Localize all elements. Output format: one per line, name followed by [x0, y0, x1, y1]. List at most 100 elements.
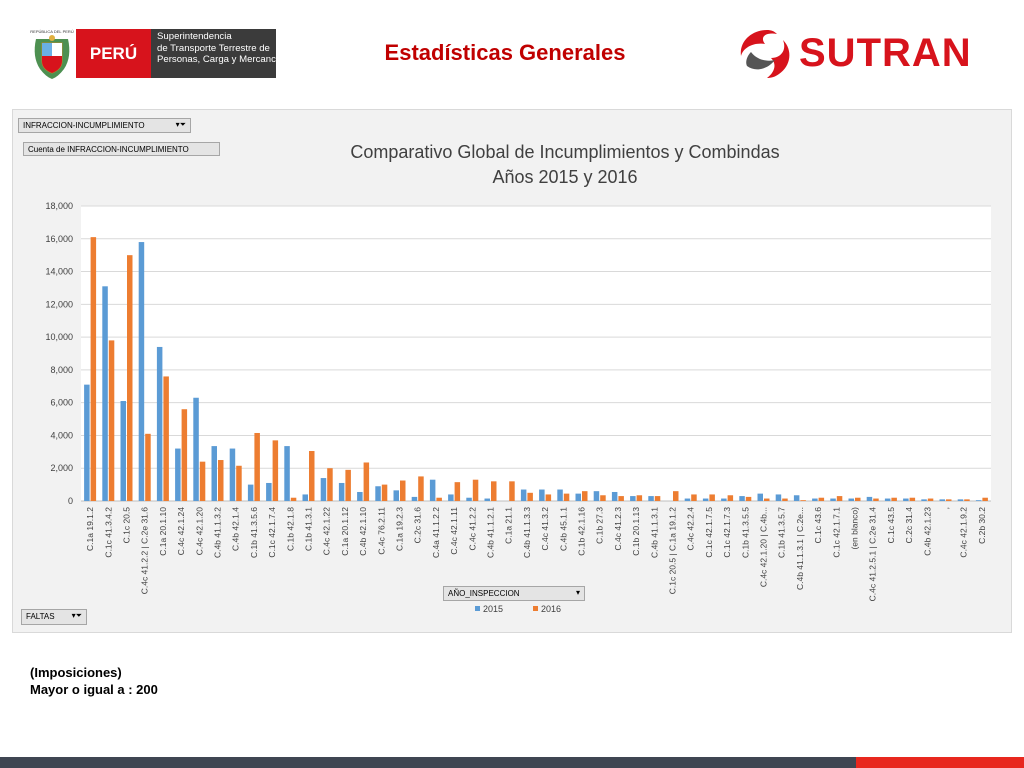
bar-2016	[163, 376, 169, 501]
bar-2015	[466, 497, 472, 501]
legend-field-button[interactable]: AÑO_INSPECCION ▾	[443, 586, 585, 601]
bar-2015	[830, 498, 836, 501]
bar-2016	[127, 255, 133, 501]
bar-2015	[921, 499, 927, 501]
bar-2016	[181, 409, 188, 501]
x-tick-label: C.4c 76.2.11	[376, 507, 386, 555]
bar-2016	[782, 498, 788, 501]
bar-2016	[818, 497, 825, 501]
bottom-bar-accent	[856, 757, 1024, 768]
filter-field-label: INFRACCION-INCUMPLIMIENTO	[23, 121, 145, 130]
x-tick-label: C.4b 41.1.3.1 | C.2e...	[795, 507, 805, 590]
bar-2016	[454, 482, 461, 501]
y-tick-label: 14,000	[45, 267, 73, 277]
bar-2016	[745, 496, 752, 501]
bar-2016	[400, 480, 406, 501]
bar-2015	[84, 384, 90, 501]
x-tick-label: C.4c 42.1.22	[322, 507, 332, 555]
bar-2015	[757, 493, 763, 501]
bar-2015	[611, 491, 618, 501]
bar-2016	[946, 499, 952, 501]
bar-2016	[709, 494, 715, 501]
y-tick-label: 16,000	[45, 234, 73, 244]
bar-2015	[357, 491, 363, 501]
bar-2016	[272, 440, 279, 501]
axis-field-button[interactable]: FALTAS ▾⏷	[21, 609, 87, 625]
bar-2016	[891, 497, 897, 501]
x-tick-label: C.1a 19.2.3	[395, 507, 405, 551]
bar-2015	[302, 494, 308, 501]
legend-swatch	[475, 606, 480, 611]
value-field-button[interactable]: Cuenta de INFRACCION-INCUMPLIMIENTO	[23, 142, 220, 156]
x-tick-label: C.1c 42.1.7.4	[267, 507, 277, 558]
bar-2015	[739, 496, 745, 501]
bar-2016	[108, 340, 115, 501]
y-tick-label: 0	[68, 496, 73, 506]
page-title: Estadísticas Generales	[384, 40, 626, 65]
bottom-bar	[0, 757, 1024, 768]
bar-2015	[630, 496, 636, 501]
dropdown-arrow-icon: ▾	[575, 588, 580, 597]
bar-2016	[381, 484, 388, 501]
y-tick-label: 12,000	[45, 299, 73, 309]
bar-2015	[320, 478, 327, 501]
value-field-label: Cuenta de INFRACCION-INCUMPLIMIENTO	[28, 145, 189, 154]
bar-2016	[727, 495, 734, 501]
x-tick-label: C.1c 42.1.7.3	[722, 507, 732, 558]
y-tick-label: 6,000	[50, 398, 73, 408]
agency-line: Personas, Carga y Mercancías	[157, 54, 289, 65]
x-tick-label: C.1c 43.6	[813, 507, 823, 544]
bar-2016	[982, 497, 988, 501]
x-tick-label: C.1b 42.1.16	[577, 507, 587, 556]
bar-2016	[327, 468, 333, 501]
bar-2016	[673, 491, 679, 501]
bar-2016	[90, 237, 97, 501]
bar-2015	[448, 494, 454, 501]
bar-2016	[563, 493, 570, 501]
footer-note: (Imposiciones) Mayor o igual a : 200	[30, 664, 158, 698]
bar-2016	[345, 469, 351, 501]
filter-field-button[interactable]: INFRACCION-INCUMPLIMIENTO ▾⏷	[18, 118, 191, 133]
bar-2015	[793, 495, 800, 501]
axis-field-label: FALTAS	[26, 612, 55, 621]
x-tick-label: C.1c 41.3.4.2	[103, 507, 113, 558]
bar-2016	[491, 481, 497, 501]
bar-2015	[393, 490, 399, 501]
bar-2016	[472, 479, 479, 501]
bar-2016	[654, 496, 661, 501]
x-tick-label: C.4b 42.1.4	[231, 507, 241, 551]
y-tick-label: 8,000	[50, 365, 73, 375]
x-tick-label: C.4b 42.1.10	[358, 507, 368, 556]
x-tick-label: C.1b 42.1.8	[285, 507, 295, 551]
bar-2016	[855, 497, 861, 501]
bar-2016	[199, 461, 206, 501]
bar-chart: Comparativo Global de Incumplimientos y …	[45, 142, 991, 614]
bar-2015	[866, 496, 873, 501]
shield-caption: REPÚBLICA DEL PERÚ	[30, 29, 74, 34]
x-tick-label: C.4c 42.1.24	[176, 507, 186, 555]
bar-2015	[775, 494, 782, 501]
bar-2015	[721, 498, 727, 501]
x-tick-label: C.2c 31.4	[904, 507, 914, 544]
bar-2015	[702, 498, 709, 501]
x-tick-label: C.1a 21.1	[504, 507, 514, 544]
bar-2016	[964, 499, 970, 501]
brand-name: SUTRAN	[799, 31, 972, 75]
x-tick-label: C.4c 41.3.2	[540, 507, 550, 551]
bar-2015	[484, 498, 490, 501]
chart-title: Comparativo Global de Incumplimientos y …	[350, 142, 779, 162]
bar-2015	[975, 500, 982, 501]
bar-2016	[582, 491, 588, 501]
bar-2015	[193, 397, 199, 501]
x-tick-label: ,	[941, 507, 951, 509]
bar-2016	[909, 497, 916, 501]
bar-2016	[254, 432, 260, 501]
bar-2016	[600, 495, 606, 501]
y-tick-label: 2,000	[50, 463, 73, 473]
bar-2016	[218, 460, 224, 501]
bar-2016	[927, 498, 934, 501]
x-tick-label: C.4a 41.1.2.2	[431, 507, 441, 558]
bar-2015	[539, 489, 545, 501]
bar-2015	[575, 493, 581, 501]
bar-2015	[884, 498, 891, 501]
